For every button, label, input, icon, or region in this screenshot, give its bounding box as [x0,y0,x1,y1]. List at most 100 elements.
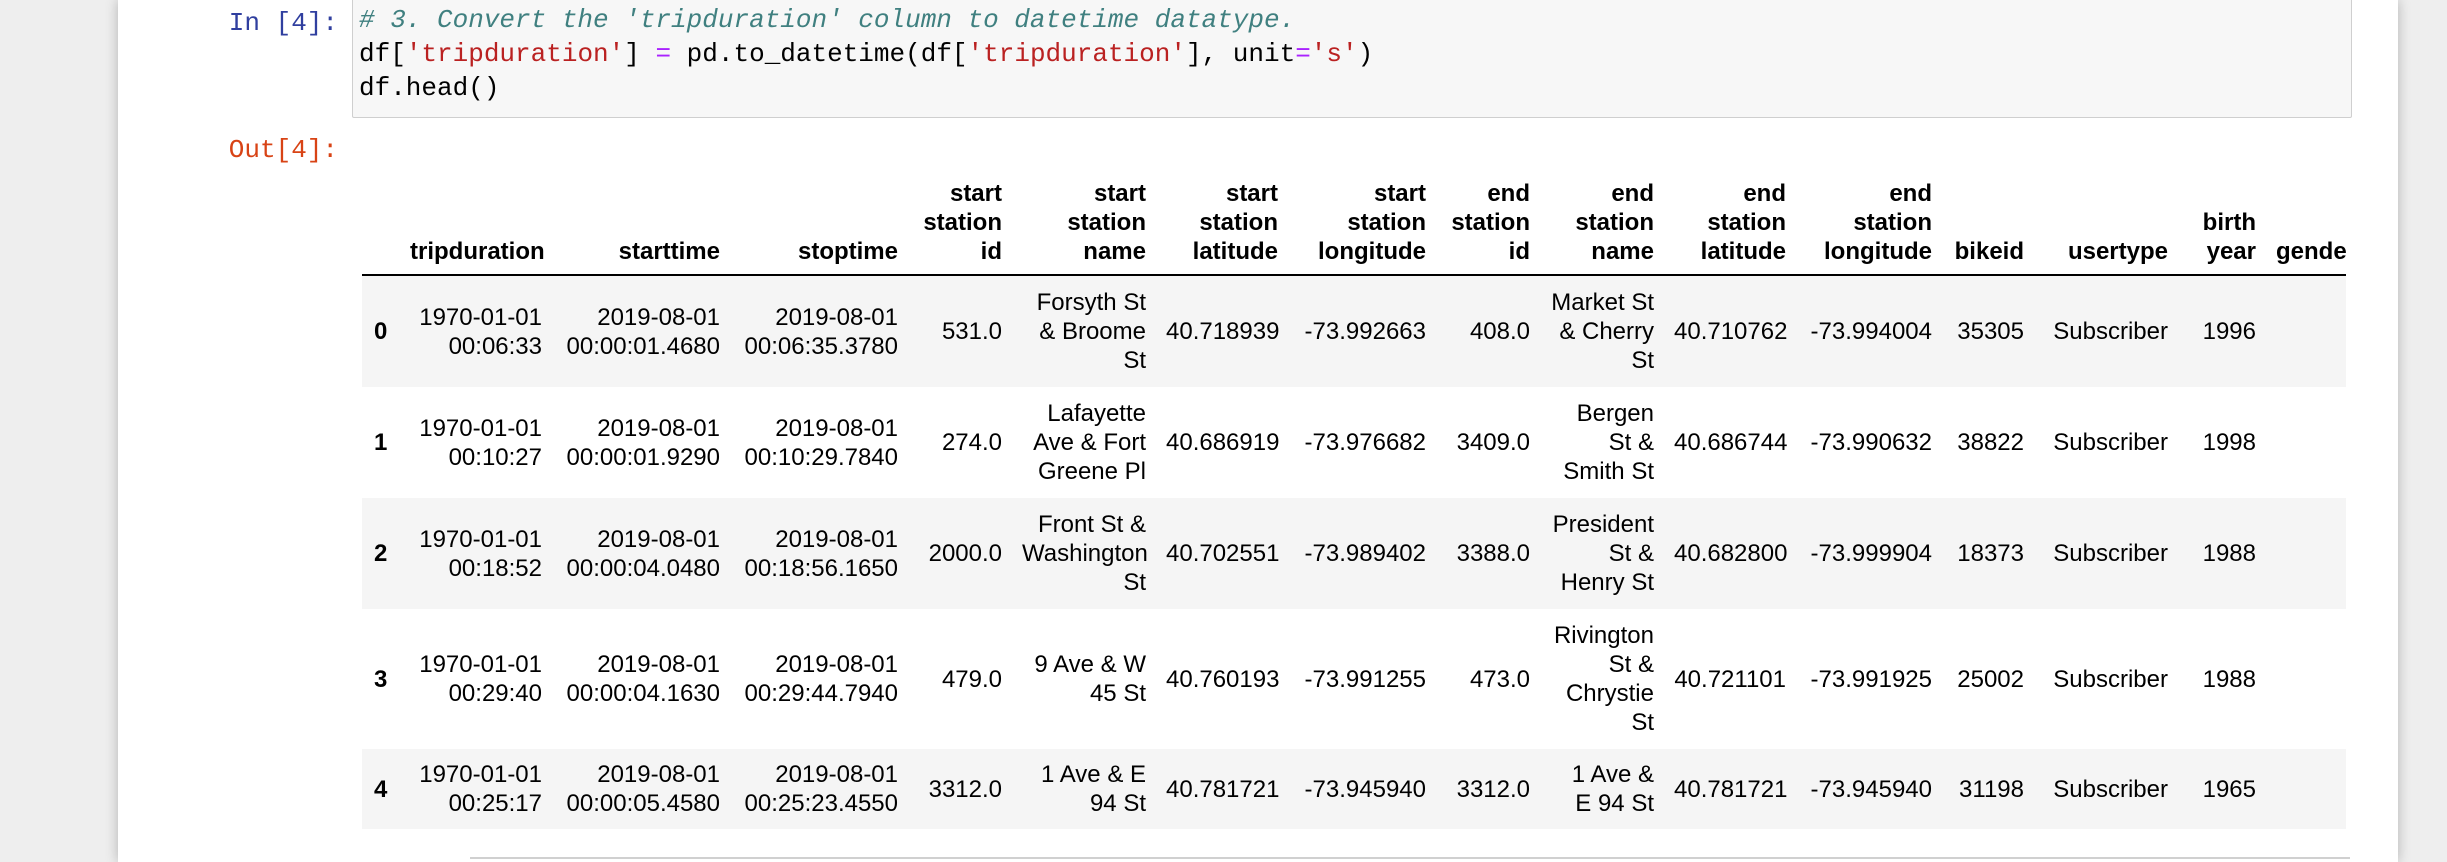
table-cell: 40.702551 [1166,540,1280,567]
table-cell: 1996 [2202,318,2256,345]
table-cell: 1970-01-01 00:06:33 [419,303,542,360]
column-header: stoptime [730,160,908,276]
code-comment: # 3. Convert the 'tripduration' column t… [359,5,1296,35]
table-cell: 408.0 [1469,318,1530,345]
table-cell: Lafayette Ave & Fort Greene Pl [1033,400,1146,485]
table-cell: -73.991255 [1304,665,1426,693]
table-row: 1 1970-01-01 00:10:27 2019-08-01 00:00:01.… [362,387,2346,498]
table-row: 2 1970-01-01 00:18:52 2019-08-01 00:00:04.… [362,498,2346,609]
table-cell: 40.718939 [1166,318,1280,345]
code-token: pd.to_datetime(df[ [671,39,968,69]
column-header: end station id [1436,160,1540,276]
column-header: starttime [552,160,730,276]
table-cell: Subscriber [2053,665,2168,693]
table-cell: 2019-08-01 00:00:01.9290 [566,414,720,471]
table-row: 0 1970-01-01 00:06:33 2019-08-01 00:00:01.… [362,275,2346,387]
table-cell: -73.945940 [1810,775,1932,803]
table-cell: 1965 [2202,775,2256,803]
input-prompt: In [4]: [228,8,338,38]
table-cell: Rivington St & Chrystie St [1553,622,1654,736]
table-cell: 9 Ave & W 45 St [1034,651,1146,707]
table-cell: 40.686744 [1674,429,1788,456]
code-token: df.head() [359,73,500,103]
table-cell: 40.760193 [1166,665,1280,693]
table-cell: -73.999904 [1810,540,1932,567]
table-cell: Subscriber [2053,775,2168,803]
table-cell: 2000.0 [928,540,1002,567]
table-cell: 3312.0 [928,775,1002,803]
table-cell: 1970-01-01 00:18:52 [419,525,542,582]
notebook-page: In [4]: # 3. Convert the 'tripduration' … [118,0,2398,862]
column-header: end station latitude [1664,160,1796,276]
column-header: tripduration [400,160,552,276]
column-header: start station latitude [1156,160,1288,276]
table-cell: -73.989402 [1304,540,1426,567]
row-index: 1 [374,429,388,456]
table-cell: -73.990632 [1810,429,1932,456]
table-cell: Subscriber [2053,540,2168,567]
table-cell [2266,609,2346,749]
table-cell: 40.686919 [1166,429,1280,456]
table-cell: -73.991925 [1810,665,1932,693]
table-cell: 40.710762 [1674,318,1788,345]
table-cell: 1998 [2202,429,2256,456]
table-row: 3 1970-01-01 00:29:40 2019-08-01 00:00:04.… [362,609,2346,749]
code-line-1: # 3. Convert the 'tripduration' column t… [359,3,1295,37]
row-index: 0 [374,318,388,345]
row-index: 4 [374,775,388,803]
table-cell: 2019-08-01 00:00:05.4580 [566,761,720,817]
table-cell: 2019-08-01 00:00:04.1630 [566,651,720,707]
table-cell: 31198 [1959,775,2024,803]
table-cell: President St & Henry St [1552,511,1654,596]
table-cell: 1970-01-01 00:25:17 [419,761,542,817]
code-cell-editor[interactable]: # 3. Convert the 'tripduration' column t… [352,0,2352,118]
table-cell: 1 Ave & E 94 St [1041,761,1146,817]
column-header: start station id [908,160,1012,276]
table-cell: 40.781721 [1674,775,1788,803]
table-cell: Bergen St & Smith St [1563,400,1654,485]
column-header: birth year [2178,160,2266,276]
table-cell: 40.682800 [1674,540,1788,567]
column-header: gender [2266,160,2346,276]
code-token: ) [1357,39,1374,69]
table-cell: Subscriber [2053,429,2168,456]
divider [470,857,2350,859]
table-cell: 3388.0 [1456,540,1530,567]
column-header: end station name [1540,160,1664,276]
table-cell: -73.976682 [1304,429,1426,456]
table-cell: -73.994004 [1810,318,1932,345]
header-row: tripduration starttime stoptime start stati… [362,160,2346,276]
table-cell: 3409.0 [1456,429,1530,456]
table-cell: 2019-08-01 00:25:23.4550 [744,761,898,817]
table-row: 4 1970-01-01 00:25:17 2019-08-01 00:00:05.… [362,749,2346,829]
table-cell: 274.0 [941,429,1002,456]
table-cell: Market St & Cherry St [1551,289,1654,374]
index-header [362,160,400,276]
dataframe-output[interactable]: tripduration starttime stoptime start stati… [362,160,2346,840]
table-cell [2266,498,2346,609]
table-cell: 1988 [2202,665,2256,693]
code-operator: = [655,39,672,69]
table-cell: 2019-08-01 00:10:29.7840 [744,414,898,471]
table-cell: 473.0 [1469,665,1530,693]
table-cell: -73.992663 [1304,318,1426,345]
column-header: usertype [2034,160,2178,276]
code-string: 'tripduration' [405,39,625,69]
table-cell: 40.781721 [1166,775,1280,803]
column-header: end station longitude [1796,160,1942,276]
code-line-3: df.head() [359,71,499,105]
output-prompt: Out[4]: [228,135,338,165]
row-index: 2 [374,540,388,567]
code-token: ], unit [1185,39,1296,69]
table-cell: 35305 [1957,318,2024,345]
code-token: ] [624,39,656,69]
table-cell: 531.0 [941,318,1002,345]
table-cell: 40.721101 [1674,665,1786,693]
table-cell: 3312.0 [1456,775,1530,803]
table-cell: Subscriber [2053,318,2168,345]
table-cell: 2019-08-01 00:18:56.1650 [744,525,898,582]
table-cell: 38822 [1957,429,2024,456]
table-cell: 2019-08-01 00:00:01.4680 [566,303,720,360]
table-cell: 2019-08-01 00:00:04.0480 [566,525,720,582]
table-body: 0 1970-01-01 00:06:33 2019-08-01 00:00:01.… [362,275,2346,829]
